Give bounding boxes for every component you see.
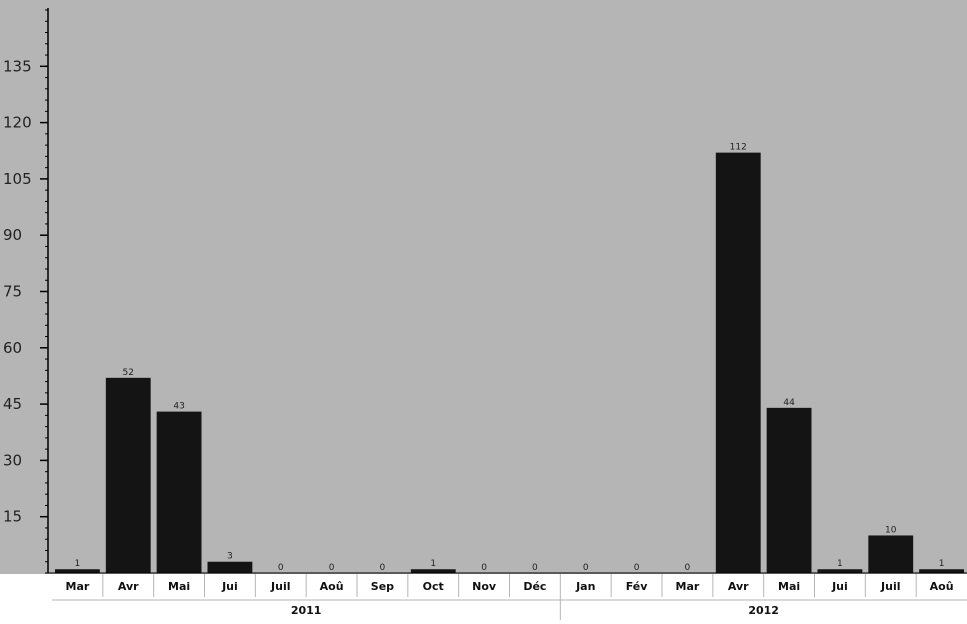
bar — [766, 407, 812, 573]
y-tick-label: 105 — [3, 170, 32, 188]
x-tick-label: Jui — [831, 580, 848, 593]
bar — [55, 569, 100, 573]
x-tick-label: Jui — [221, 580, 238, 593]
x-tick-label: Avr — [118, 580, 139, 593]
data-label: 0 — [532, 563, 538, 573]
y-tick-label: 60 — [3, 339, 22, 357]
y-tick-label: 135 — [3, 57, 32, 75]
data-label: 10 — [885, 525, 897, 535]
x-tick-label: Sep — [371, 580, 394, 593]
y-axis: 15 30 45 60 75 90 105 120 135 — [3, 8, 49, 574]
data-label: 0 — [634, 563, 640, 573]
y-tick-label: 120 — [3, 114, 32, 132]
x-tick-label: Oct — [423, 580, 444, 593]
x-tick-label: Juil — [270, 580, 290, 593]
data-label: 0 — [583, 563, 589, 573]
x-tick-label: Mar — [66, 580, 90, 593]
y-tick-label: 90 — [3, 226, 22, 244]
year-label: 2012 — [748, 604, 779, 617]
data-label: 1 — [430, 559, 436, 569]
x-tick-label: Aoû — [320, 580, 344, 593]
x-tick-label: Aoû — [930, 580, 954, 593]
year-label: 2011 — [291, 604, 322, 617]
data-label: 0 — [380, 563, 386, 573]
x-tick-label: Avr — [728, 580, 749, 593]
bar — [715, 152, 761, 574]
x-tick-label: Mai — [778, 580, 800, 593]
data-label: 112 — [730, 143, 747, 153]
y-tick-label: 45 — [3, 395, 22, 413]
x-tick-label: Mai — [168, 580, 190, 593]
bar — [207, 561, 253, 573]
bar — [156, 411, 202, 573]
data-label: 0 — [278, 563, 284, 573]
y-tick-label: 75 — [3, 283, 22, 301]
y-tick-label: 15 — [3, 508, 22, 526]
data-label: 1 — [75, 559, 81, 569]
bar — [410, 569, 456, 573]
bar — [868, 535, 914, 573]
x-tick-label: Fév — [626, 580, 649, 593]
data-label: 0 — [481, 563, 487, 573]
data-label: 0 — [685, 563, 691, 573]
data-label: 43 — [173, 402, 184, 412]
bar — [817, 569, 863, 573]
data-label: 3 — [227, 552, 233, 562]
x-axis-labels: Mar Avr Mai Jui Juil Aoû Sep Oct Nov Déc Jan Fév Mar… — [52, 574, 967, 621]
data-label: 44 — [783, 398, 795, 408]
x-tick-label: Jan — [575, 580, 595, 593]
y-tick-label: 30 — [3, 451, 22, 469]
year-group-labels: 2011 2012 — [52, 597, 967, 620]
bar — [105, 377, 151, 573]
x-tick-label: Déc — [523, 580, 546, 593]
data-label: 1 — [939, 559, 945, 569]
x-tick-label: Nov — [472, 580, 497, 593]
data-label: 1 — [837, 559, 843, 569]
data-label: 52 — [123, 368, 134, 378]
data-label: 0 — [329, 563, 335, 573]
x-tick-label: Juil — [880, 580, 900, 593]
bar — [919, 569, 964, 573]
x-tick-label: Mar — [676, 580, 700, 593]
